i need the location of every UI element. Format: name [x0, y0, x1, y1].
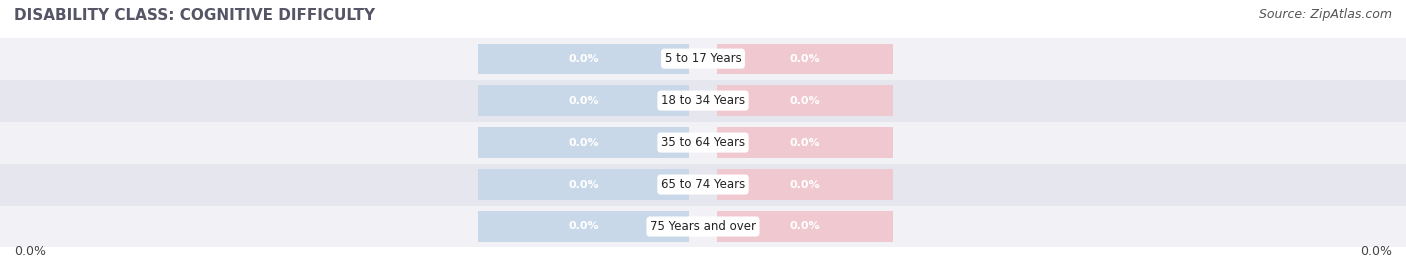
- Bar: [0, 122, 1406, 164]
- Text: 0.0%: 0.0%: [790, 179, 820, 190]
- Bar: [717, 86, 893, 116]
- Text: 0.0%: 0.0%: [568, 137, 599, 148]
- Text: DISABILITY CLASS: COGNITIVE DIFFICULTY: DISABILITY CLASS: COGNITIVE DIFFICULTY: [14, 8, 375, 23]
- Bar: [0, 80, 1406, 122]
- Text: 0.0%: 0.0%: [568, 179, 599, 190]
- Bar: [478, 86, 689, 116]
- Bar: [717, 211, 893, 242]
- Bar: [0, 164, 1406, 206]
- Text: 0.0%: 0.0%: [790, 95, 820, 106]
- Bar: [478, 211, 689, 242]
- Bar: [0, 206, 1406, 247]
- Text: 0.0%: 0.0%: [568, 95, 599, 106]
- Text: 75 Years and over: 75 Years and over: [650, 220, 756, 233]
- Bar: [0, 38, 1406, 80]
- Bar: [717, 44, 893, 74]
- Text: 0.0%: 0.0%: [790, 54, 820, 64]
- Text: 0.0%: 0.0%: [790, 137, 820, 148]
- Text: 35 to 64 Years: 35 to 64 Years: [661, 136, 745, 149]
- Bar: [717, 169, 893, 200]
- Bar: [478, 128, 689, 158]
- Bar: [478, 44, 689, 74]
- Text: 65 to 74 Years: 65 to 74 Years: [661, 178, 745, 191]
- Text: 0.0%: 0.0%: [790, 221, 820, 232]
- Bar: [717, 128, 893, 158]
- Text: 0.0%: 0.0%: [1360, 245, 1392, 258]
- Text: Source: ZipAtlas.com: Source: ZipAtlas.com: [1258, 8, 1392, 21]
- Bar: [478, 169, 689, 200]
- Text: 0.0%: 0.0%: [14, 245, 46, 258]
- Text: 0.0%: 0.0%: [568, 221, 599, 232]
- Text: 18 to 34 Years: 18 to 34 Years: [661, 94, 745, 107]
- Legend: Male, Female: Male, Female: [645, 265, 761, 269]
- Text: 5 to 17 Years: 5 to 17 Years: [665, 52, 741, 65]
- Text: 0.0%: 0.0%: [568, 54, 599, 64]
